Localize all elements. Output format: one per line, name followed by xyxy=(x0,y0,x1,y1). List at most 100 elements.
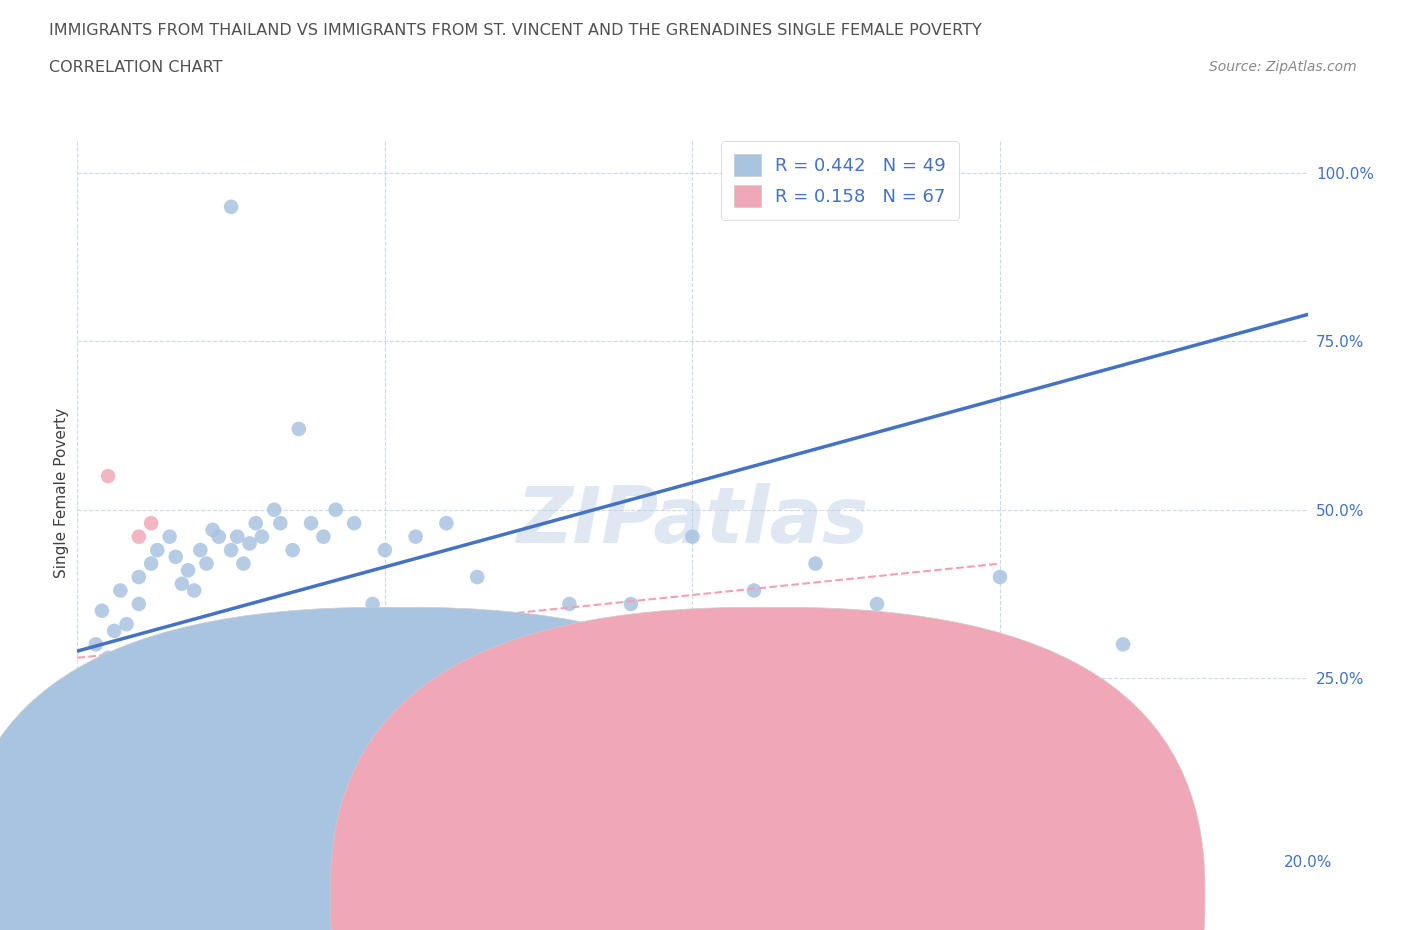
Point xyxy=(361,596,384,611)
Point xyxy=(84,745,107,760)
Point xyxy=(121,731,143,746)
Point xyxy=(79,772,101,787)
Point xyxy=(97,650,120,665)
Point xyxy=(226,637,249,652)
Point xyxy=(219,637,242,652)
Point xyxy=(110,583,132,598)
Point xyxy=(103,745,125,760)
Point xyxy=(343,516,366,531)
Point xyxy=(988,569,1011,584)
Text: CORRELATION CHART: CORRELATION CHART xyxy=(49,60,222,75)
Point xyxy=(90,785,114,800)
Point xyxy=(84,785,107,800)
Point xyxy=(152,718,174,733)
Point xyxy=(1112,637,1135,652)
Point xyxy=(72,731,94,746)
Point xyxy=(103,758,125,773)
Point xyxy=(257,623,280,638)
Point xyxy=(219,199,242,214)
Point xyxy=(177,563,200,578)
Point xyxy=(79,731,101,746)
Point xyxy=(103,772,125,787)
Point xyxy=(226,529,249,544)
Point xyxy=(146,731,169,746)
Point xyxy=(208,529,231,544)
Point xyxy=(141,731,163,746)
Point xyxy=(558,596,581,611)
Point xyxy=(79,758,101,773)
Point xyxy=(115,617,138,631)
Point xyxy=(343,623,366,638)
Point xyxy=(312,623,335,638)
Point xyxy=(195,556,218,571)
Point xyxy=(79,799,101,814)
Point xyxy=(72,745,94,760)
Point xyxy=(866,596,889,611)
Point xyxy=(299,516,322,531)
Point xyxy=(97,772,120,787)
Point xyxy=(214,650,236,665)
Point xyxy=(115,772,138,787)
Point xyxy=(159,529,181,544)
Point xyxy=(183,691,205,706)
Point xyxy=(90,604,114,618)
Point xyxy=(620,596,643,611)
Text: Immigrants from Thailand: Immigrants from Thailand xyxy=(418,889,616,904)
Point xyxy=(804,556,827,571)
Point xyxy=(325,637,347,652)
Point xyxy=(496,704,519,719)
Point xyxy=(201,664,224,679)
Point xyxy=(188,543,212,558)
Point xyxy=(269,637,291,652)
Point xyxy=(146,543,169,558)
Point xyxy=(159,731,181,746)
Point xyxy=(374,623,396,638)
Point xyxy=(263,502,285,517)
Point xyxy=(195,677,218,692)
Point xyxy=(436,623,458,638)
Point xyxy=(742,583,765,598)
Point xyxy=(110,758,132,773)
Point xyxy=(128,758,150,773)
Point xyxy=(219,543,242,558)
Point xyxy=(84,799,107,814)
Point xyxy=(72,772,94,787)
Point xyxy=(281,543,304,558)
Point xyxy=(188,691,212,706)
Point xyxy=(72,758,94,773)
Point xyxy=(250,637,273,652)
Y-axis label: Single Female Poverty: Single Female Poverty xyxy=(53,407,69,578)
Text: IMMIGRANTS FROM THAILAND VS IMMIGRANTS FROM ST. VINCENT AND THE GRENADINES SINGL: IMMIGRANTS FROM THAILAND VS IMMIGRANTS F… xyxy=(49,23,981,38)
Point xyxy=(141,516,163,531)
Point xyxy=(90,745,114,760)
Point xyxy=(72,785,94,800)
Point xyxy=(232,556,254,571)
Point xyxy=(90,758,114,773)
Point xyxy=(79,785,101,800)
Point xyxy=(128,569,150,584)
Point xyxy=(90,772,114,787)
Point xyxy=(110,772,132,787)
Point xyxy=(374,543,396,558)
Point xyxy=(128,529,150,544)
Point xyxy=(269,516,291,531)
Point xyxy=(288,421,311,436)
Point xyxy=(183,583,205,598)
Point xyxy=(84,758,107,773)
Point xyxy=(115,758,138,773)
Point xyxy=(232,623,254,638)
Point xyxy=(281,623,304,638)
Point xyxy=(239,536,262,551)
Text: Source: ZipAtlas.com: Source: ZipAtlas.com xyxy=(1209,60,1357,74)
Point xyxy=(208,650,231,665)
Point xyxy=(121,745,143,760)
Point xyxy=(79,745,101,760)
Point xyxy=(165,550,187,565)
Point xyxy=(239,623,262,638)
Point xyxy=(312,529,335,544)
Point xyxy=(141,556,163,571)
Point xyxy=(682,529,704,544)
Point xyxy=(465,569,488,584)
Text: ZIPatlas: ZIPatlas xyxy=(516,484,869,559)
Point xyxy=(97,785,120,800)
